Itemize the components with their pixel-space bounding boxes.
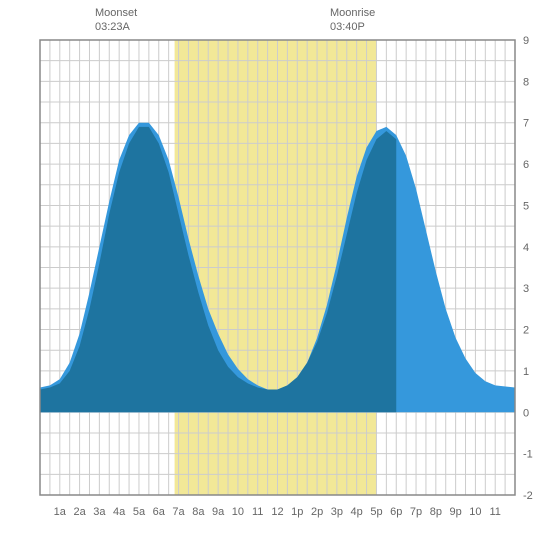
annotation-title: Moonrise bbox=[330, 6, 375, 20]
x-tick-label: 4a bbox=[113, 506, 126, 518]
x-tick-label: 1a bbox=[54, 506, 67, 518]
x-tick-label: 10 bbox=[469, 506, 481, 518]
annotation-moonrise: Moonrise03:40P bbox=[330, 6, 375, 35]
x-tick-label: 6a bbox=[153, 506, 166, 518]
y-tick-label: 7 bbox=[523, 118, 529, 130]
y-tick-label: 8 bbox=[523, 76, 529, 88]
annotation-title: Moonset bbox=[95, 6, 137, 20]
x-tick-label: 9p bbox=[450, 506, 462, 518]
x-tick-label: 3a bbox=[93, 506, 106, 518]
y-tick-label: 4 bbox=[523, 242, 529, 254]
y-tick-label: -1 bbox=[523, 449, 533, 461]
x-tick-label: 10 bbox=[232, 506, 244, 518]
y-tick-label: 9 bbox=[523, 35, 529, 47]
x-tick-label: 11 bbox=[489, 506, 500, 518]
y-tick-label: 0 bbox=[523, 407, 529, 419]
y-tick-label: 1 bbox=[523, 366, 529, 378]
x-tick-label: 12 bbox=[271, 506, 283, 518]
x-tick-label: 6p bbox=[390, 506, 402, 518]
y-tick-label: 2 bbox=[523, 325, 529, 337]
x-tick-label: 1p bbox=[291, 506, 303, 518]
annotation-moonset: Moonset03:23A bbox=[95, 6, 137, 35]
x-tick-label: 3p bbox=[331, 506, 343, 518]
y-tick-label: -2 bbox=[523, 490, 533, 502]
y-tick-label: 5 bbox=[523, 200, 529, 212]
annotation-value: 03:40P bbox=[330, 20, 375, 34]
x-tick-label: 5a bbox=[133, 506, 146, 518]
x-tick-label: 7a bbox=[172, 506, 185, 518]
y-tick-label: 6 bbox=[523, 159, 529, 171]
x-tick-label: 7p bbox=[410, 506, 422, 518]
x-tick-label: 9a bbox=[212, 506, 225, 518]
x-tick-label: 8a bbox=[192, 506, 205, 518]
annotation-value: 03:23A bbox=[95, 20, 137, 34]
tide-chart: -2-101234567891a2a3a4a5a6a7a8a9a1011121p… bbox=[0, 0, 550, 550]
x-tick-label: 8p bbox=[430, 506, 442, 518]
x-tick-label: 2p bbox=[311, 506, 323, 518]
x-tick-label: 4p bbox=[351, 506, 363, 518]
x-tick-label: 5p bbox=[370, 506, 382, 518]
x-tick-label: 11 bbox=[252, 506, 263, 518]
chart-svg: -2-101234567891a2a3a4a5a6a7a8a9a1011121p… bbox=[0, 0, 550, 550]
x-tick-label: 2a bbox=[73, 506, 86, 518]
y-tick-label: 3 bbox=[523, 283, 529, 295]
